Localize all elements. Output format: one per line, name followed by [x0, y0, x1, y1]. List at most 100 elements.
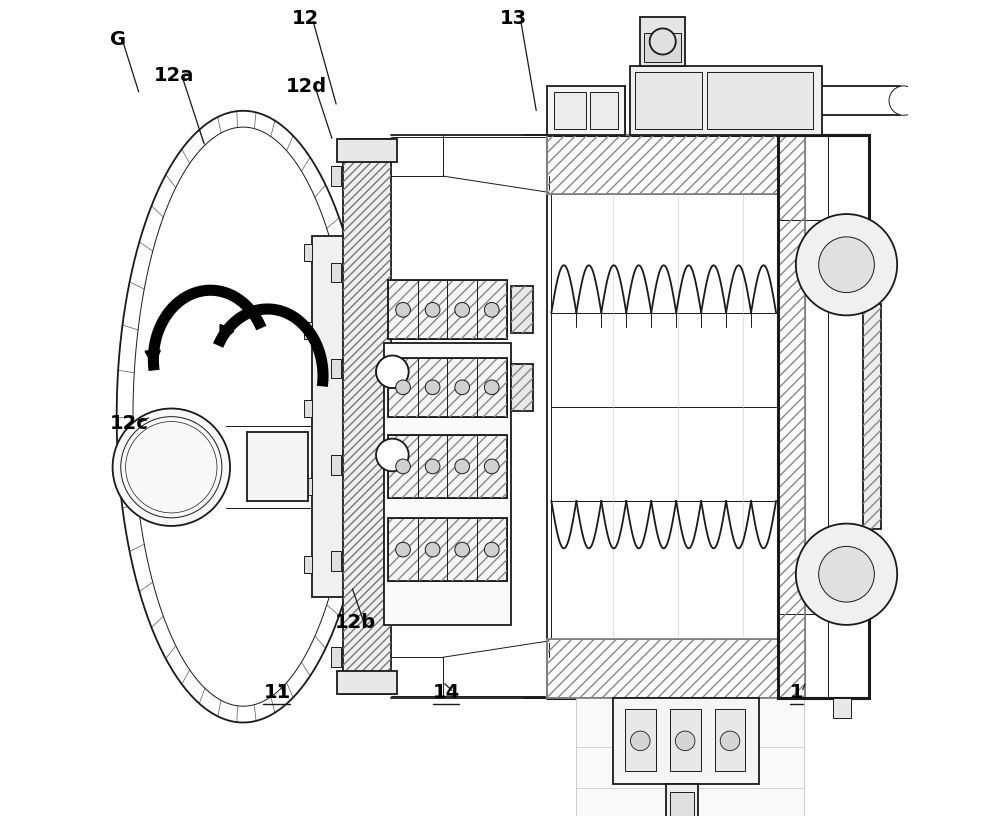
Circle shape — [376, 439, 409, 471]
Bar — [511, 364, 533, 411]
Bar — [477, 280, 507, 339]
Bar — [247, 432, 308, 502]
Text: 1: 1 — [790, 683, 803, 702]
Circle shape — [113, 408, 230, 526]
Bar — [625, 708, 656, 771]
Circle shape — [796, 214, 897, 315]
Text: 12a: 12a — [153, 66, 194, 85]
Bar — [715, 708, 745, 771]
Bar — [388, 518, 507, 582]
Bar — [331, 551, 341, 571]
Bar — [388, 518, 507, 582]
Circle shape — [720, 731, 740, 751]
Circle shape — [675, 731, 695, 751]
Bar — [511, 286, 533, 333]
Text: 12c: 12c — [110, 413, 149, 433]
Bar — [388, 435, 507, 498]
Circle shape — [425, 302, 440, 317]
Text: 12: 12 — [292, 9, 319, 28]
Circle shape — [425, 542, 440, 557]
Circle shape — [819, 547, 874, 602]
Circle shape — [484, 302, 499, 317]
Bar — [331, 167, 341, 185]
Bar — [388, 435, 507, 498]
Circle shape — [484, 380, 499, 395]
Text: 12b: 12b — [335, 613, 376, 632]
Bar — [388, 435, 418, 498]
Bar — [343, 140, 391, 694]
Circle shape — [455, 302, 470, 317]
Bar — [547, 640, 779, 698]
Bar — [337, 671, 397, 694]
Bar — [304, 323, 312, 339]
Bar — [547, 87, 625, 136]
Bar — [331, 359, 341, 378]
Bar — [707, 73, 813, 129]
Bar — [477, 518, 507, 582]
Bar — [630, 66, 822, 136]
Bar — [418, 435, 447, 498]
Bar — [666, 784, 698, 817]
Bar — [477, 358, 507, 417]
Bar — [477, 435, 507, 498]
Bar — [168, 411, 221, 524]
Bar — [447, 518, 477, 582]
Bar — [388, 358, 418, 417]
Circle shape — [425, 380, 440, 395]
Text: 14: 14 — [433, 683, 460, 702]
Bar — [388, 358, 507, 417]
Bar — [418, 358, 447, 417]
Bar — [511, 364, 533, 411]
Bar — [304, 556, 312, 573]
Circle shape — [396, 542, 410, 557]
Bar — [304, 244, 312, 261]
Bar — [418, 518, 447, 582]
Text: 12d: 12d — [286, 77, 327, 96]
Bar — [304, 400, 312, 417]
Bar — [384, 343, 511, 625]
Bar — [554, 92, 586, 129]
Text: G: G — [110, 30, 126, 49]
Circle shape — [455, 380, 470, 395]
Bar — [447, 280, 477, 339]
Bar — [388, 358, 507, 417]
Bar — [613, 698, 759, 784]
Circle shape — [796, 524, 897, 625]
Bar — [337, 140, 397, 163]
Circle shape — [396, 459, 410, 474]
Bar — [863, 304, 881, 529]
Circle shape — [889, 86, 918, 115]
Circle shape — [396, 302, 410, 317]
Bar — [331, 455, 341, 475]
Bar — [670, 792, 694, 817]
Bar — [778, 136, 869, 698]
Bar — [331, 262, 341, 282]
Bar — [388, 518, 418, 582]
Bar — [331, 648, 341, 667]
Circle shape — [484, 542, 499, 557]
Bar — [833, 698, 851, 718]
Bar — [388, 280, 507, 339]
Bar — [778, 136, 805, 698]
Bar — [644, 33, 681, 62]
Bar — [312, 236, 347, 597]
Bar — [447, 358, 477, 417]
Bar — [635, 73, 702, 129]
Bar — [863, 304, 881, 529]
Bar — [640, 17, 685, 66]
Bar — [388, 280, 418, 339]
Circle shape — [396, 380, 410, 395]
Bar — [388, 280, 507, 339]
Bar — [590, 92, 618, 129]
Bar — [511, 286, 533, 333]
Bar — [576, 698, 804, 817]
Bar — [447, 435, 477, 498]
Circle shape — [484, 459, 499, 474]
Circle shape — [376, 355, 409, 388]
Bar — [670, 708, 701, 771]
Circle shape — [425, 459, 440, 474]
Bar — [343, 140, 391, 694]
Bar — [418, 280, 447, 339]
Circle shape — [455, 459, 470, 474]
Circle shape — [630, 731, 650, 751]
